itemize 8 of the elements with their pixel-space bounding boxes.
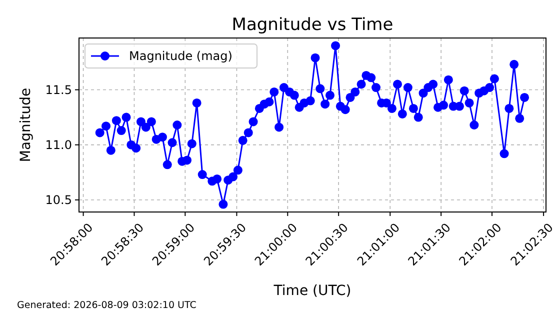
chart-title: Magnitude vs Time xyxy=(232,15,394,35)
y-axis-title: Magnitude xyxy=(18,88,34,162)
text: Generated: 2026-08-09 03:02:10 UTC xyxy=(17,300,197,311)
y-tick-label: 11.5 xyxy=(45,82,72,97)
x-axis-title: Time (UTC) xyxy=(272,283,352,299)
y-tick-label: 10.5 xyxy=(45,192,72,207)
legend-label: Magnitude (mag) xyxy=(129,49,232,63)
y-tick-label: 11.0 xyxy=(45,138,72,152)
